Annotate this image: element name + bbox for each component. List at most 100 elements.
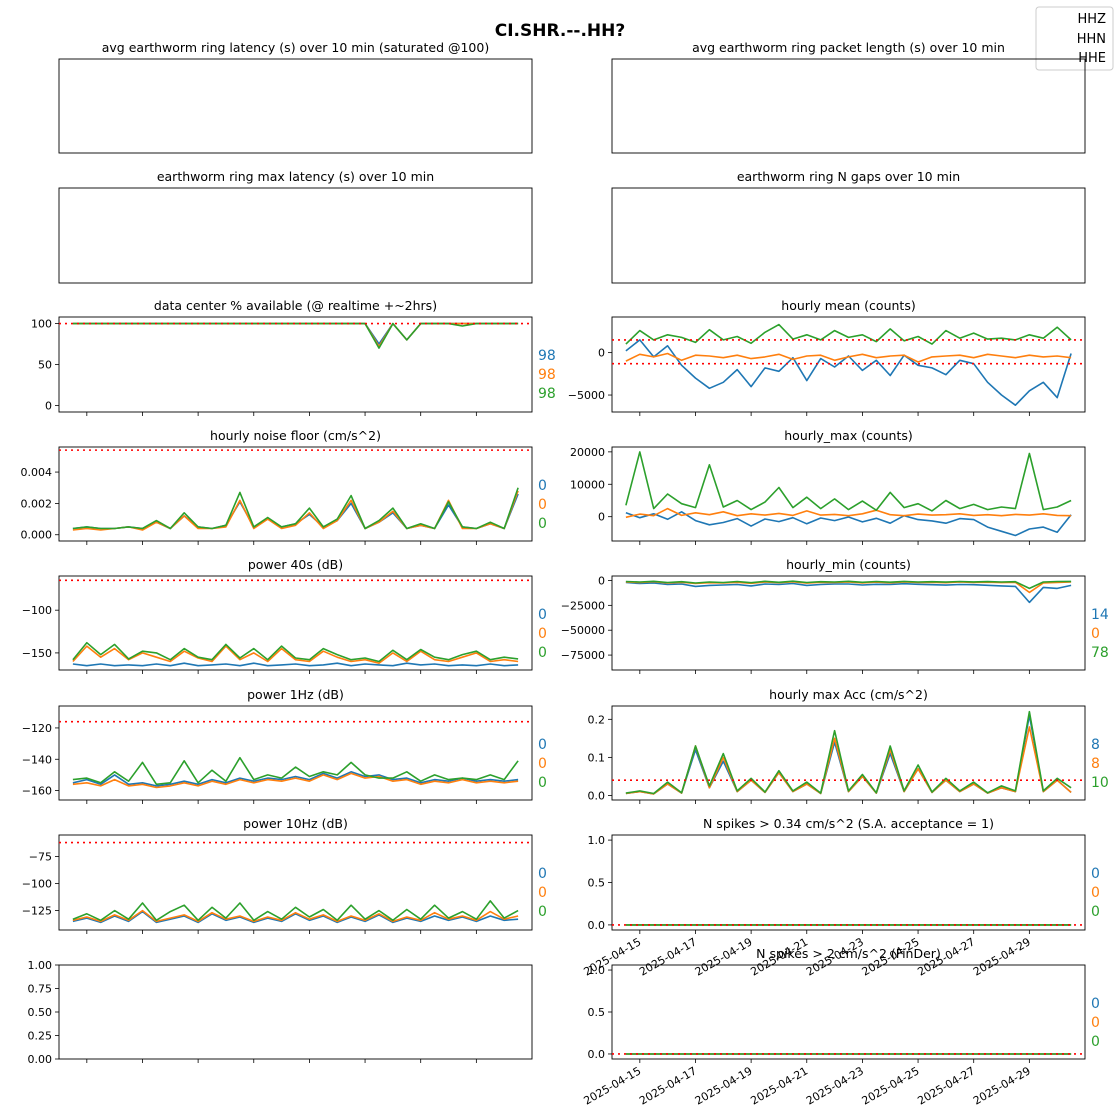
y-tick-label: 0.0 [588,1048,606,1061]
y-tick-label: −100 [22,604,52,617]
series-line-hhe [625,451,1072,512]
y-tick-label: −100 [22,878,52,891]
panel-title: earthworm ring N gaps over 10 min [737,169,960,184]
y-tick-label: 0.00 [28,1053,53,1066]
axes-frame [58,705,533,801]
axes-frame [58,187,533,284]
right-summary-label: 0 [1091,1034,1100,1050]
right-summary-label: 0 [538,904,547,920]
right-summary-label: 98 [538,367,556,383]
panel-title: avg earthworm ring packet length (s) ove… [692,40,1005,55]
y-tick-label: 0.5 [588,1006,606,1019]
right-summary-label: 14 [1091,607,1109,623]
y-tick-label: −120 [22,722,52,735]
y-tick-label: −150 [22,647,52,660]
panel-p0: avg earthworm ring latency (s) over 10 m… [58,40,533,154]
right-summary-label: 0 [538,737,547,753]
y-tick-label: −125 [22,905,52,918]
series-line-hhe [72,641,519,663]
y-tick-label: 1.0 [588,964,606,977]
right-summary-label: 10 [1091,775,1109,791]
y-tick-label: 0.5 [588,877,606,890]
panel-title: hourly noise floor (cm/s^2) [210,428,381,443]
series-line-hhz [625,339,1072,407]
y-tick-label: 0.004 [21,466,53,479]
panel-title: earthworm ring max latency (s) over 10 m… [157,169,434,184]
y-tick-label: −25000 [561,599,605,612]
y-tick-label: 0.002 [21,497,53,510]
panel-p11: hourly max Acc (cm/s^2) 0.2 0.1 0.0 8 8 10 [588,687,1109,804]
panel-p9: hourly_min (counts) 0 −25000 −50000 −75000 14… [561,557,1109,674]
right-summary-label: 0 [538,607,547,623]
right-summary-label: 0 [538,497,547,513]
y-tick-label: 0 [45,399,52,412]
panel-p4: data center % available (@ realtime +~2h… [31,298,556,416]
panel-title: data center % available (@ realtime +~2h… [154,298,437,313]
panel-p2: earthworm ring max latency (s) over 10 m… [58,169,533,284]
right-summary-label: 0 [538,775,547,791]
y-tick-label: −50000 [561,624,605,637]
y-tick-label: 0 [598,347,605,360]
right-summary-label: 0 [538,626,547,642]
y-tick-label: 0.2 [588,713,606,726]
panel-title: power 40s (dB) [248,557,343,572]
series-line-hhe [72,756,519,786]
legend-frame [1035,6,1114,71]
y-tick-label: 0.50 [28,1006,53,1019]
axes-frame [611,446,1086,542]
panel-title: N spikes > 0.34 cm/s^2 (S.A. acceptance … [703,816,994,831]
axes-frame [58,58,533,154]
legend-label-hhe: HHE [1078,51,1106,66]
series-line-hhz [625,581,1072,604]
series-line-hhe [72,900,519,922]
panel-title: hourly_max (counts) [784,428,913,443]
panel-p10: power 1Hz (dB) −120 −140 −160 0 0 0 [22,687,547,804]
y-tick-label: 100 [31,318,52,331]
right-summary-label: 0 [538,756,547,772]
panel-p6: hourly noise floor (cm/s^2) 0.004 0.002 0.0… [21,428,547,545]
y-tick-label: −160 [22,785,52,798]
right-summary-label: 0 [538,885,547,901]
panel-p1: avg earthworm ring packet length (s) ove… [611,40,1086,154]
legend: HHZ HHN HHE [1035,6,1114,71]
y-tick-label: 1.0 [588,834,606,847]
panel-p3: earthworm ring N gaps over 10 min [611,169,1086,284]
y-tick-label: −5000 [568,389,605,402]
figure-title: CI.SHR.--.HH? [495,21,625,41]
right-summary-label: 0 [538,516,547,532]
right-summary-label: 98 [538,348,556,364]
series-line-hhe [625,323,1072,345]
y-tick-label: 0 [598,574,605,587]
series-line-hhe [625,580,1072,590]
right-summary-label: 0 [1091,866,1100,882]
axes-frame [58,575,533,671]
right-summary-label: 78 [1091,645,1109,661]
y-tick-label: 0.25 [28,1030,53,1043]
panel-p8: power 40s (dB) −100 −150 0 0 0 [22,557,547,674]
panel-title: hourly_min (counts) [786,557,911,572]
right-summary-label: 0 [538,478,547,494]
right-summary-label: 0 [1091,904,1100,920]
series-line-hhn [72,645,519,665]
y-tick-label: 0.000 [21,529,53,542]
panel-title: power 10Hz (dB) [243,816,348,831]
right-summary-label: 0 [1091,626,1100,642]
panel-title: N spikes > 2 cm/s^2 (FinDer) [756,946,941,961]
panel-p12: power 10Hz (dB) −75 −100 −125 0 0 0 [22,816,547,934]
right-summary-label: 0 [1091,1015,1100,1031]
panel-title: hourly max Acc (cm/s^2) [769,687,928,702]
axes-frame [58,834,533,931]
panel-title: power 1Hz (dB) [247,687,344,702]
right-summary-label: 0 [1091,996,1100,1012]
right-summary-label: 0 [538,645,547,661]
y-tick-label: 0.0 [588,789,606,802]
series-line-hhe [625,710,1072,795]
series-line-hhn [625,507,1072,519]
axes-frame [611,316,1086,413]
y-tick-label: −75 [29,851,52,864]
series-line-hhz [72,770,519,787]
y-tick-label: 0.1 [588,751,606,764]
axes-frame [611,58,1086,154]
legend-label-hhz: HHZ [1078,12,1107,27]
